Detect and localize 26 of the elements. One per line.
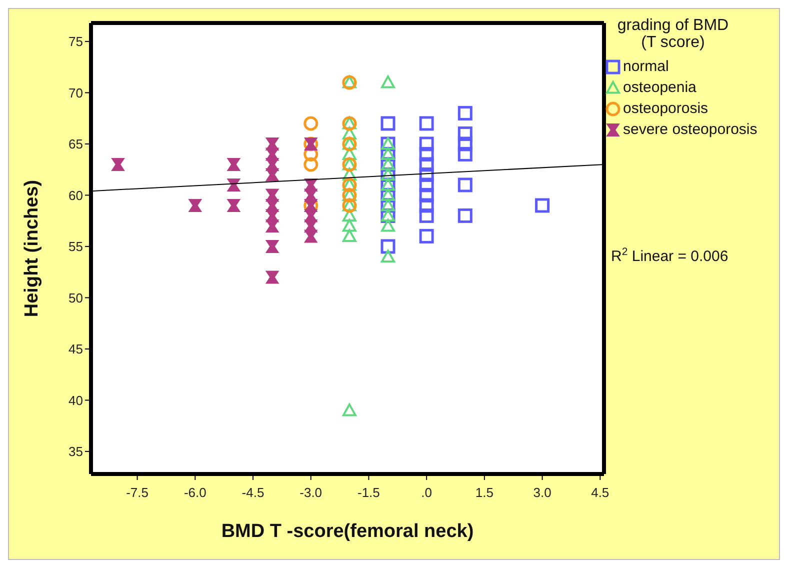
y-tick-label: 70 xyxy=(68,85,83,100)
x-tick-label: 3.0 xyxy=(533,485,552,500)
x-tick-label: -1.5 xyxy=(358,485,380,500)
x-tick-label: -6.0 xyxy=(184,485,206,500)
legend-label: normal xyxy=(623,58,669,75)
legend-label: severe osteoporosis xyxy=(623,121,758,138)
x-tick-label: -4.5 xyxy=(242,485,264,500)
x-tick-label: 1.5 xyxy=(475,485,494,500)
x-tick-label: -3.0 xyxy=(300,485,322,500)
y-tick-label: 45 xyxy=(68,342,83,357)
legend-title: grading of BMD (T score) xyxy=(616,17,730,51)
legend-label: osteoporosis xyxy=(623,100,708,117)
x-tick-label: 4.5 xyxy=(591,485,610,500)
y-tick-label: 60 xyxy=(68,188,83,203)
y-tick-label: 65 xyxy=(68,136,83,152)
y-axis-title: Height (inches) xyxy=(22,180,43,318)
y-tick-label: 35 xyxy=(68,444,83,460)
y-tick-label: 50 xyxy=(68,290,83,306)
x-tick-label: -7.5 xyxy=(126,485,148,500)
x-axis-title: BMD T -score(femoral neck) xyxy=(221,521,474,542)
x-tick-label: .0 xyxy=(421,485,432,500)
text: R$^{2}$ Linear = 0.006 xyxy=(611,246,728,265)
legend-label: osteopenia xyxy=(623,79,696,96)
y-tick-label: 40 xyxy=(68,392,83,408)
y-tick-label: 75 xyxy=(68,34,83,50)
y-tick-label: 55 xyxy=(68,239,83,254)
